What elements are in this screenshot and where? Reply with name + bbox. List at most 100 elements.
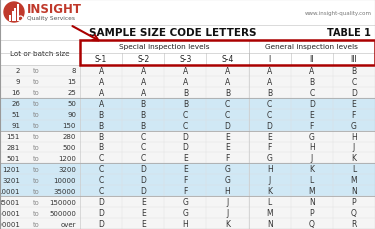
Bar [80, 185, 122, 196]
Bar [291, 109, 333, 120]
Text: D: D [98, 219, 104, 228]
Text: H: H [267, 165, 273, 174]
Bar [0, 218, 80, 229]
Bar [291, 98, 333, 109]
Text: 500: 500 [63, 144, 76, 150]
Bar [291, 207, 333, 218]
Text: 3200: 3200 [58, 166, 76, 172]
Text: A: A [99, 88, 104, 97]
Text: C: C [99, 176, 104, 185]
Text: G: G [182, 197, 188, 206]
Bar [333, 142, 375, 153]
Text: B: B [183, 88, 188, 97]
Text: Lot or batch size: Lot or batch size [10, 50, 70, 56]
Text: E: E [351, 99, 356, 108]
Bar [17, 5, 19, 21]
Text: 26: 26 [11, 101, 20, 107]
Text: to: to [33, 68, 39, 74]
Text: 16: 16 [11, 90, 20, 96]
Text: G: G [225, 165, 230, 174]
Text: K: K [225, 219, 230, 228]
Text: C: C [99, 165, 104, 174]
Bar [249, 109, 291, 120]
Bar [80, 120, 122, 131]
Text: B: B [141, 110, 146, 119]
Bar [249, 207, 291, 218]
Text: F: F [225, 154, 230, 163]
Text: J: J [226, 197, 229, 206]
Text: 35001: 35001 [0, 199, 20, 205]
Text: INSIGHT: INSIGHT [27, 3, 82, 16]
Bar [206, 207, 249, 218]
Bar [206, 120, 249, 131]
Bar [249, 76, 291, 87]
Text: to: to [33, 188, 39, 194]
Bar [0, 87, 80, 98]
Text: P: P [309, 208, 314, 217]
Text: 50: 50 [67, 101, 76, 107]
Text: F: F [267, 143, 272, 152]
Bar [164, 196, 206, 207]
Text: over: over [60, 221, 76, 226]
Text: F: F [183, 186, 188, 195]
Text: C: C [141, 132, 146, 141]
Text: B: B [267, 88, 272, 97]
Text: L: L [267, 197, 272, 206]
Bar [164, 218, 206, 229]
Bar [80, 66, 122, 76]
Text: J: J [353, 143, 355, 152]
Text: 500001: 500001 [0, 221, 20, 226]
Text: E: E [225, 132, 230, 141]
Text: B: B [99, 110, 104, 119]
Bar [122, 98, 164, 109]
Bar [206, 164, 249, 174]
Text: to: to [33, 221, 39, 226]
Text: J: J [226, 208, 229, 217]
Text: C: C [351, 78, 357, 87]
Text: 1201: 1201 [2, 166, 20, 172]
Bar [164, 109, 206, 120]
Bar [80, 76, 122, 87]
Bar [291, 196, 333, 207]
Text: J: J [310, 154, 313, 163]
Circle shape [4, 3, 24, 23]
Bar [333, 174, 375, 185]
Bar [206, 218, 249, 229]
Text: A: A [225, 67, 230, 76]
Text: P: P [352, 197, 356, 206]
Text: E: E [141, 208, 146, 217]
Text: Q: Q [351, 208, 357, 217]
Text: 151: 151 [7, 134, 20, 139]
Text: to: to [33, 144, 39, 150]
Text: 15: 15 [67, 79, 76, 85]
Text: F: F [183, 176, 188, 185]
Bar [206, 109, 249, 120]
Bar [249, 218, 291, 229]
Text: III: III [351, 55, 357, 64]
Bar [80, 196, 122, 207]
Bar [164, 142, 206, 153]
Text: 280: 280 [63, 134, 76, 139]
Bar [249, 87, 291, 98]
Text: 51: 51 [11, 112, 20, 118]
Bar [122, 66, 164, 76]
Bar [0, 0, 375, 26]
Text: to: to [33, 199, 39, 205]
Text: N: N [351, 186, 357, 195]
Text: D: D [140, 176, 146, 185]
Bar [0, 120, 80, 131]
Text: N: N [267, 219, 273, 228]
Bar [333, 207, 375, 218]
Bar [333, 120, 375, 131]
Text: 501: 501 [7, 155, 20, 161]
Bar [80, 174, 122, 185]
Bar [291, 218, 333, 229]
Text: C: C [267, 110, 272, 119]
Bar [249, 98, 291, 109]
Bar [164, 98, 206, 109]
Bar [122, 196, 164, 207]
Bar [206, 142, 249, 153]
Text: www.insight-quality.com: www.insight-quality.com [305, 11, 372, 15]
Text: R: R [351, 219, 357, 228]
Bar [80, 87, 122, 98]
